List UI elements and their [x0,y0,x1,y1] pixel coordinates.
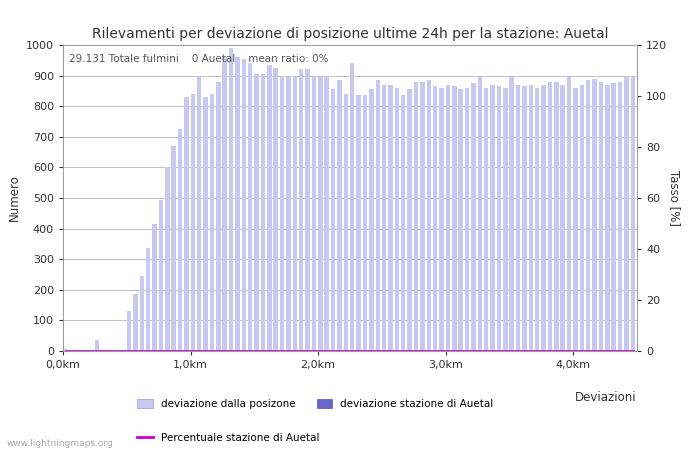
Bar [350,63,354,351]
Bar [363,95,368,351]
Bar [133,294,138,351]
Bar [471,83,475,351]
Bar [567,77,571,351]
Y-axis label: Tasso [%]: Tasso [%] [668,170,681,226]
Bar [139,276,144,351]
Bar [235,57,239,351]
Bar [197,76,202,351]
Bar [592,79,597,351]
Bar [389,85,393,351]
Bar [605,85,610,351]
Bar [331,90,335,351]
Bar [305,69,310,351]
Bar [382,85,386,351]
Bar [395,88,399,351]
Bar [580,85,584,351]
Bar [344,94,348,351]
Y-axis label: Numero: Numero [8,175,20,221]
Bar [146,248,150,351]
Bar [440,88,444,351]
Bar [229,48,233,351]
Bar [325,76,329,351]
Bar [223,57,227,351]
Bar [203,97,208,351]
Bar [165,167,169,351]
Bar [458,90,463,351]
Bar [618,82,622,351]
Bar [280,76,284,351]
Bar [624,77,629,351]
Bar [216,82,221,351]
Bar [178,129,182,351]
Bar [414,82,418,351]
Bar [241,59,246,351]
Bar [172,146,176,351]
Bar [503,88,507,351]
Bar [528,85,533,351]
Bar [274,68,278,351]
Bar [318,77,323,351]
Bar [420,82,425,351]
Bar [446,85,450,351]
Text: 29.131 Totale fulmini    0 Auetal    mean ratio: 0%: 29.131 Totale fulmini 0 Auetal mean rati… [69,54,328,64]
Bar [573,88,578,351]
Bar [153,224,157,351]
Bar [465,88,469,351]
Bar [95,340,99,351]
Bar [312,76,316,351]
Bar [248,63,253,351]
Bar [190,94,195,351]
Bar [407,90,412,351]
Bar [127,311,131,351]
Bar [159,199,163,351]
Text: www.lightningmaps.org: www.lightningmaps.org [7,439,113,448]
Bar [210,94,214,351]
Bar [293,76,297,351]
Bar [452,86,456,351]
Bar [375,80,380,351]
Bar [260,74,265,351]
Bar [286,77,290,351]
Bar [267,65,272,351]
Bar [477,77,482,351]
Bar [433,86,438,351]
Title: Rilevamenti per deviazione di posizione ultime 24h per la stazione: Auetal: Rilevamenti per deviazione di posizione … [92,27,608,41]
Bar [586,80,590,351]
Bar [337,80,342,351]
Bar [401,95,405,351]
Bar [510,77,514,351]
Bar [484,88,489,351]
Bar [490,85,495,351]
Bar [254,74,259,351]
Bar [63,350,67,351]
Bar [299,69,303,351]
Bar [535,88,540,351]
Bar [561,85,565,351]
Bar [184,97,188,351]
Bar [356,95,360,351]
Legend: Percentuale stazione di Auetal: Percentuale stazione di Auetal [137,433,319,443]
Bar [612,83,616,351]
Text: Deviazioni: Deviazioni [575,391,637,404]
Bar [541,85,546,351]
Bar [369,90,374,351]
Bar [598,82,603,351]
Bar [631,77,635,351]
Bar [497,86,501,351]
Bar [426,80,431,351]
Bar [547,82,552,351]
Bar [522,86,526,351]
Bar [516,85,520,351]
Bar [554,82,559,351]
